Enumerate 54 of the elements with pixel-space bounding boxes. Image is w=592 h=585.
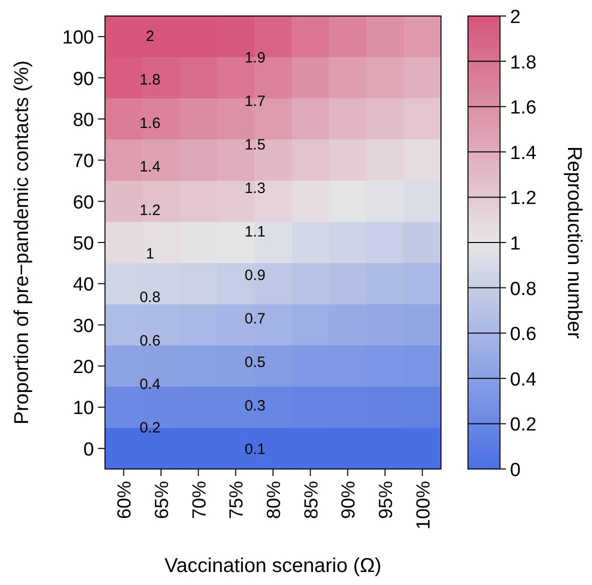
annotation: 1.9 [244,50,266,67]
annotation: 0.4 [140,376,160,393]
color-bar-title: Reproduction number [563,146,585,339]
annotation: 0.9 [244,267,266,284]
color-bar-label: 0.6 [510,324,536,346]
annotation: 0.1 [244,441,266,458]
y-tick-label: 100 [62,28,94,49]
color-bar-label: 0.4 [510,369,537,390]
annotation: 1.5 [244,136,266,154]
color-bar-label: 1.4 [510,142,537,164]
annotation: 1.2 [140,202,160,219]
y-tick-label: 90 [72,68,94,90]
annotation: 1.3 [244,180,266,198]
y-tick-label: 80 [72,110,94,131]
color-bar-label: 1.6 [510,98,536,119]
color-bar-label: 1.2 [510,188,536,210]
annotation: 1.1 [244,224,266,241]
color-bar-label: 0.2 [510,414,536,436]
x-tick-label: 65% [152,480,173,520]
y-tick-label: 0 [83,439,94,460]
x-tick-label: 80% [264,480,285,520]
x-axis-title: Vaccination scenario (Ω) [164,555,382,577]
annotation: 0.7 [244,310,266,328]
x-tick-label: 85% [301,480,322,520]
x-tick-label: 100% [413,480,434,530]
annotation: 1.4 [140,158,160,176]
y-tick-label: 10 [72,398,94,420]
annotation: 0.2 [140,419,160,436]
y-tick-label: 30 [72,316,94,337]
color-bar-label: 2 [510,7,521,28]
y-tick-label: 70 [72,151,94,172]
annotation: 1.6 [140,114,160,132]
x-tick-label: 75% [226,480,248,520]
annotation: 0.3 [244,398,266,415]
y-tick-label: 20 [72,357,94,378]
color-bar-label: 0.8 [510,278,536,300]
x-tick-label: 60% [114,480,136,520]
x-tick-label: 90% [338,480,360,520]
y-tick-label: 40 [72,274,94,296]
color-bar-label: 1 [510,234,521,254]
annotation: 0.6 [140,332,160,350]
annotation: 0.5 [244,354,266,372]
x-tick-label: 95% [376,480,397,520]
annotation: 1 [146,245,154,262]
annotation: 1.8 [140,71,160,88]
color-bar-label: 1.8 [510,52,536,74]
x-tick-label: 70% [189,480,210,520]
color-bar-label: 0 [510,460,521,481]
y-tick-label: 50 [72,234,94,254]
y-tick-label: 60 [72,192,94,214]
annotation: 0.8 [140,288,160,306]
annotation: 1.7 [244,93,266,110]
annotation: 2 [146,28,154,45]
y-axis-title: Proportion of pre−pandemic contacts (%) [11,60,33,425]
